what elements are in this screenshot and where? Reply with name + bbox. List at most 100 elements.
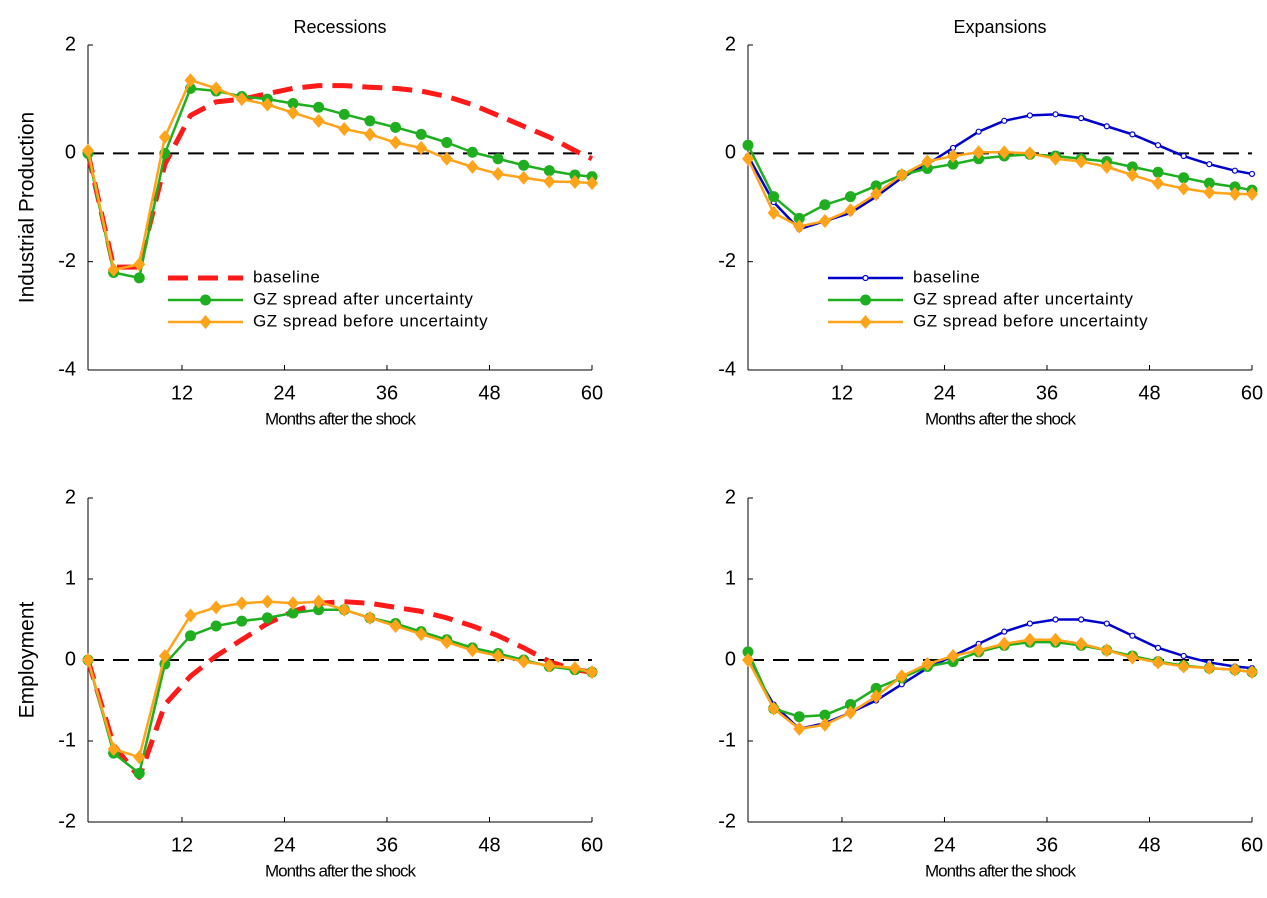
marker — [1228, 186, 1241, 201]
panel: -4 -2 0 2 12 24 36 48 60 Recessions Months after t… — [16, 17, 604, 429]
marker — [133, 272, 145, 284]
x-tick-label: 60 — [581, 834, 603, 856]
series-line — [86, 600, 593, 759]
marker — [1129, 131, 1136, 138]
marker — [287, 105, 300, 120]
y-tick-label: 2 — [65, 33, 76, 55]
marker — [1177, 659, 1190, 674]
x-axis-label: Months after the shock — [265, 861, 416, 880]
y-tick-label: -2 — [718, 250, 736, 272]
marker — [517, 654, 530, 669]
legend-label: GZ spread before uncertainty — [913, 311, 1148, 330]
marker — [415, 140, 428, 155]
series-line — [746, 113, 1253, 231]
marker — [1203, 661, 1216, 676]
marker — [1206, 161, 1213, 168]
marker — [1049, 151, 1062, 166]
marker — [517, 170, 530, 185]
marker — [1026, 620, 1033, 627]
marker — [1180, 152, 1187, 160]
marker — [1078, 115, 1085, 122]
series-line — [85, 599, 593, 780]
marker — [133, 767, 145, 779]
marker — [441, 137, 453, 148]
marker — [819, 199, 831, 211]
marker — [338, 121, 351, 136]
x-tick-label: 12 — [171, 834, 193, 856]
marker — [1078, 616, 1085, 623]
marker — [1203, 177, 1215, 189]
marker — [312, 594, 325, 609]
marker — [819, 709, 831, 721]
y-tick-label: 0 — [725, 648, 736, 670]
marker — [235, 92, 248, 107]
series-line — [86, 608, 593, 775]
x-tick-label: 48 — [478, 382, 500, 404]
marker — [389, 135, 402, 150]
y-tick-label: -2 — [58, 810, 76, 832]
marker — [921, 657, 934, 672]
marker — [235, 596, 248, 611]
marker — [210, 600, 223, 615]
x-tick-label: 12 — [831, 834, 853, 856]
marker — [1075, 636, 1088, 651]
y-tick-label: 0 — [65, 648, 76, 670]
marker — [236, 615, 248, 627]
y-tick-label: -1 — [718, 729, 736, 751]
marker — [793, 212, 805, 224]
y-tick-label: 1 — [725, 567, 736, 589]
marker — [895, 168, 908, 182]
marker — [845, 699, 857, 711]
marker — [200, 294, 211, 306]
x-axis-label: Months after the shock — [925, 861, 1076, 880]
marker — [1203, 185, 1216, 200]
x-tick-label: 36 — [376, 834, 398, 856]
x-tick-label: 60 — [1241, 834, 1263, 856]
marker — [199, 315, 212, 329]
marker — [921, 154, 934, 169]
marker — [543, 165, 555, 177]
x-tick-label: 24 — [933, 834, 955, 856]
legend-label: baseline — [253, 267, 320, 286]
marker — [947, 648, 960, 663]
marker — [82, 143, 94, 158]
x-tick-label: 36 — [376, 382, 398, 404]
marker — [859, 315, 872, 329]
marker — [793, 219, 806, 234]
panel: -4 -2 0 2 12 24 36 48 60 Expansions Months after t… — [718, 17, 1263, 429]
y-tick-label: 0 — [725, 142, 736, 164]
marker — [768, 191, 780, 203]
series-line — [86, 78, 593, 272]
x-tick-label: 36 — [1036, 382, 1058, 404]
marker — [568, 661, 581, 676]
marker — [568, 175, 581, 190]
marker — [742, 646, 754, 658]
marker — [975, 128, 982, 135]
y-tick-label: -1 — [58, 729, 76, 751]
marker — [742, 139, 754, 151]
marker — [287, 98, 299, 109]
marker — [845, 191, 857, 203]
marker — [1229, 181, 1241, 193]
marker — [947, 149, 960, 164]
marker — [793, 711, 805, 723]
marker — [742, 151, 754, 166]
marker — [415, 128, 427, 140]
marker — [466, 159, 479, 174]
marker — [82, 653, 94, 667]
marker — [466, 643, 479, 658]
y-tick-label: 1 — [65, 567, 76, 589]
marker — [1049, 632, 1062, 647]
marker — [586, 665, 598, 680]
marker — [1152, 655, 1165, 670]
marker — [972, 145, 985, 160]
marker — [844, 203, 857, 218]
x-tick-label: 24 — [273, 382, 295, 404]
marker — [210, 81, 223, 96]
y-tick-label: 0 — [65, 142, 76, 164]
marker — [998, 636, 1011, 651]
marker — [1177, 181, 1190, 196]
y-tick-label: 2 — [725, 33, 736, 55]
y-tick-label: -4 — [58, 358, 76, 380]
